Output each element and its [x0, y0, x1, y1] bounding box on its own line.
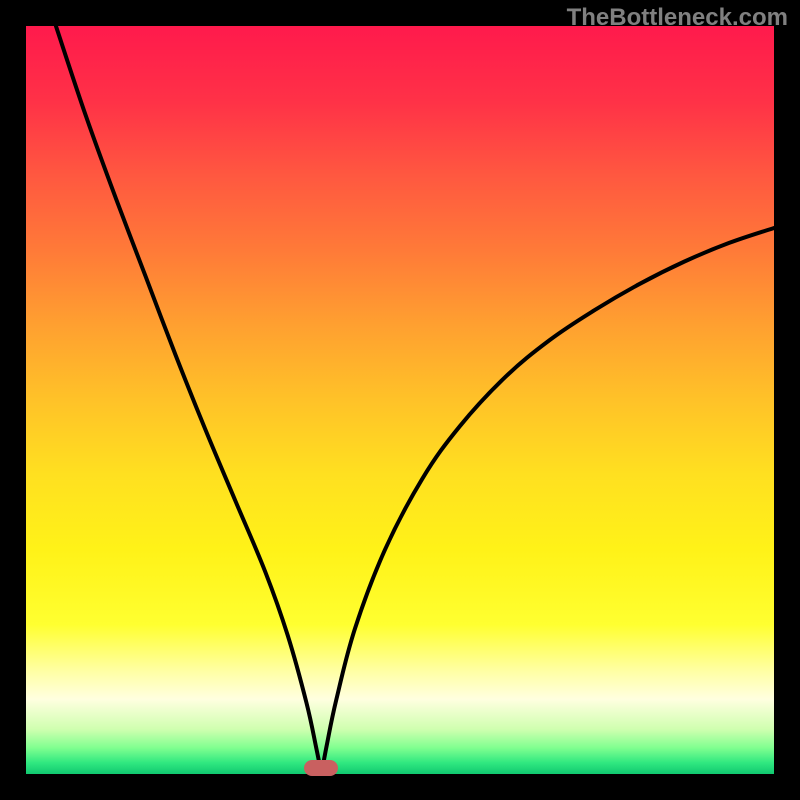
bottleneck-curve	[26, 26, 774, 774]
curve-left-branch	[56, 26, 322, 774]
plot-area	[26, 26, 774, 774]
curve-right-branch	[321, 228, 774, 774]
watermark-text: TheBottleneck.com	[567, 4, 788, 32]
optimum-marker	[304, 760, 338, 776]
chart-frame: TheBottleneck.com	[0, 0, 800, 800]
